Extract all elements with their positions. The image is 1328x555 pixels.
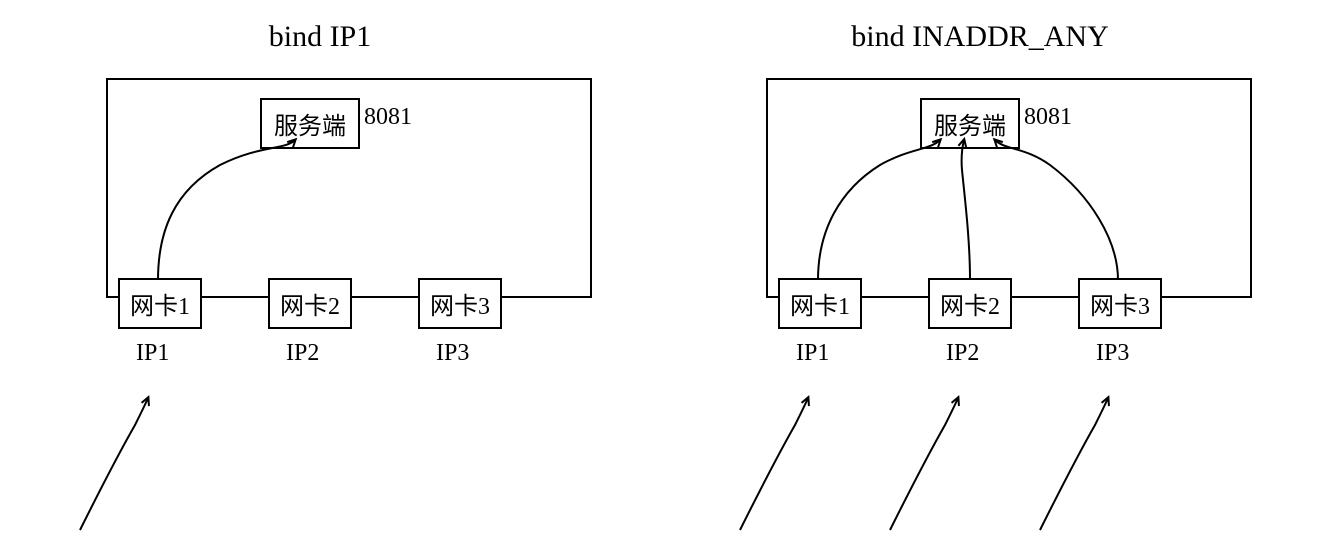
ip1-label-right: IP1 [796,340,829,367]
ip3-label-left: IP3 [436,340,469,367]
nic2-box-right: 网卡2 [928,278,1012,329]
panel-left: bind IP1 服务端 8081 网卡1 网卡2 网卡3 IP1 IP2 IP… [40,0,600,555]
nic2-box-left: 网卡2 [268,278,352,329]
server-box-right: 服务端 [920,98,1020,149]
nic3-box-right: 网卡3 [1078,278,1162,329]
arrow-outer-nic2-right [890,398,958,530]
nic1-box-left: 网卡1 [118,278,202,329]
ip2-label-left: IP2 [286,340,319,367]
arrow-outer-nic1-right [740,398,808,530]
server-label-left: 服务端 [274,114,346,140]
nic1-box-right: 网卡1 [778,278,862,329]
port-label-right: 8081 [1024,104,1072,131]
panel-right: bind INADDR_ANY 服务端 8081 网卡1 网卡2 网卡3 IP1… [700,0,1260,555]
port-label-left: 8081 [364,104,412,131]
server-box-left: 服务端 [260,98,360,149]
server-label-right: 服务端 [934,114,1006,140]
arrow-outer-nic3-right [1040,398,1108,530]
ip3-label-right: IP3 [1096,340,1129,367]
ip2-label-right: IP2 [946,340,979,367]
ip1-label-left: IP1 [136,340,169,367]
panel-left-title: bind IP1 [40,20,600,54]
panel-right-title: bind INADDR_ANY [700,20,1260,54]
arrow-outer-nic1-left [80,398,148,530]
nic3-box-left: 网卡3 [418,278,502,329]
